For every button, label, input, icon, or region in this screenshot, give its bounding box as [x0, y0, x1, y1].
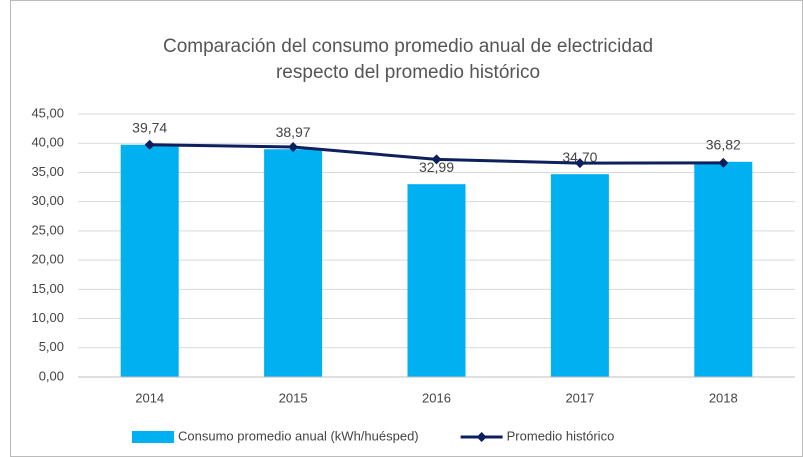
y-tick-label: 45,00	[31, 105, 64, 120]
y-tick-label: 35,00	[31, 164, 64, 179]
data-label: 38,97	[276, 124, 311, 140]
legend-swatch	[132, 431, 174, 443]
y-tick-label: 5,00	[39, 339, 64, 354]
y-tick-label: 0,00	[39, 368, 64, 383]
data-label: 39,74	[132, 119, 167, 135]
y-tick-label: 20,00	[31, 252, 64, 267]
chart-title: Comparación del consumo promedio anual d…	[163, 36, 653, 57]
line-marker	[574, 158, 585, 169]
x-tick-label: 2018	[709, 390, 738, 405]
y-tick-label: 15,00	[31, 281, 64, 296]
line-marker	[144, 139, 155, 150]
legend-swatch	[476, 432, 487, 442]
x-tick-label: 2014	[135, 390, 164, 405]
y-tick-label: 10,00	[31, 310, 64, 325]
data-label: 36,82	[706, 137, 741, 153]
bar	[120, 144, 179, 377]
line-marker	[288, 141, 299, 152]
chart-title: respecto del promedio histórico	[276, 62, 540, 83]
bar	[264, 149, 323, 377]
y-tick-label: 40,00	[31, 135, 64, 150]
bar	[694, 161, 753, 377]
legend-label: Promedio histórico	[507, 428, 615, 443]
bar	[407, 184, 466, 377]
data-label: 34,70	[562, 149, 597, 165]
x-tick-label: 2017	[565, 390, 594, 405]
bar	[550, 174, 609, 377]
x-tick-label: 2015	[279, 390, 308, 405]
y-tick-label: 25,00	[31, 222, 64, 237]
data-label: 32,99	[419, 159, 454, 175]
y-tick-label: 30,00	[31, 193, 64, 208]
legend-label: Consumo promedio anual (kWh/huésped)	[178, 428, 419, 443]
x-tick-label: 2016	[422, 390, 451, 405]
line-marker	[431, 154, 442, 165]
line-marker	[718, 157, 729, 168]
